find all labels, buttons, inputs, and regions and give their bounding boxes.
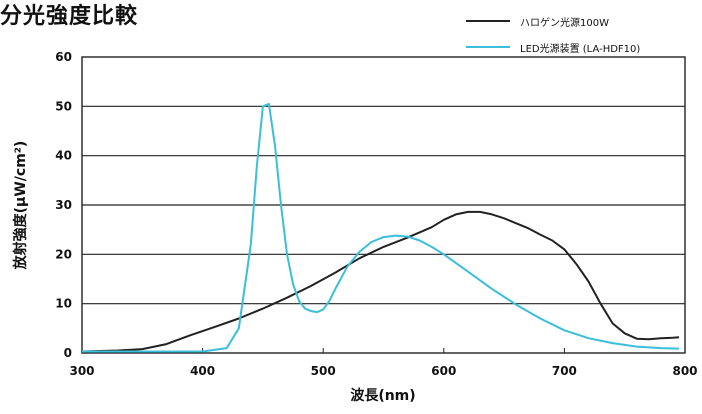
y-tick-label: 40 — [55, 149, 72, 163]
series-line-led — [82, 102, 680, 353]
x-tick-label: 600 — [431, 364, 456, 378]
legend-label-halogen: ハロゲン光源100W — [520, 17, 609, 29]
x-tick-label: 800 — [672, 364, 697, 378]
y-tick-label: 0 — [64, 346, 72, 360]
y-tick-label: 60 — [55, 50, 72, 64]
x-tick-label: 500 — [311, 364, 336, 378]
plot-frame — [81, 56, 686, 354]
series-line-halogen — [81, 210, 680, 353]
y-tick-label: 30 — [55, 198, 72, 212]
legend-item-led: LED光源装置 (LA-HDF10) — [466, 34, 640, 60]
x-tick-label: 300 — [69, 364, 94, 378]
chart-title: 分光強度比較 — [0, 4, 139, 29]
legend-item-halogen: ハロゲン光源100W — [466, 8, 640, 34]
x-tick-label: 700 — [552, 364, 577, 378]
x-axis-label: 波長(nm) — [350, 388, 416, 404]
legend: ハロゲン光源100W LED光源装置 (LA-HDF10) — [466, 8, 640, 60]
legend-swatch-halogen — [466, 20, 510, 22]
legend-label-led: LED光源装置 (LA-HDF10) — [520, 43, 641, 55]
x-tick-label: 400 — [190, 364, 215, 378]
y-tick-label: 20 — [55, 247, 72, 261]
y-tick-label: 10 — [55, 297, 72, 311]
legend-swatch-led — [466, 46, 510, 48]
y-tick-label: 50 — [55, 99, 72, 113]
